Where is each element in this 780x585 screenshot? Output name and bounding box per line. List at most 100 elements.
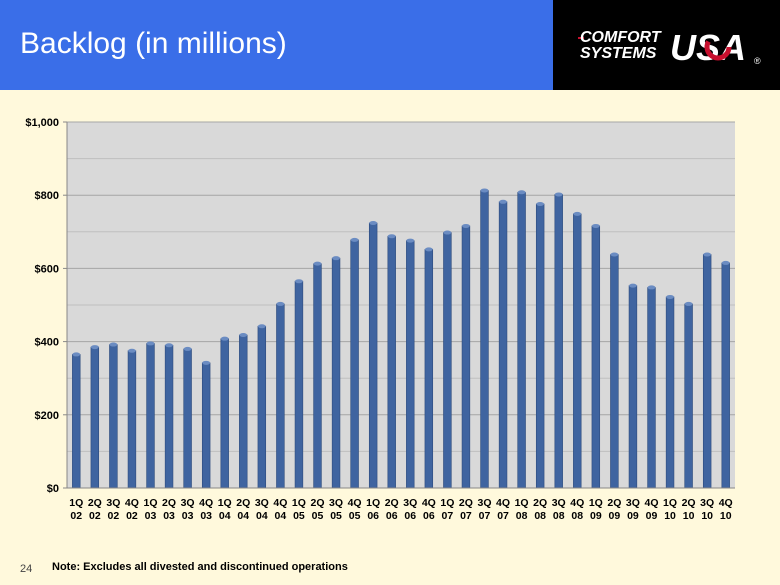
y-tick-label: $1,000 [25, 117, 59, 129]
bar-top [350, 237, 359, 242]
bar [591, 225, 601, 489]
x-tick-label-year: 03 [200, 510, 212, 522]
x-tick-label-quarter: 4Q [199, 497, 213, 509]
bar [647, 287, 656, 489]
bar-top [295, 279, 303, 284]
x-tick-label-year: 02 [108, 510, 120, 522]
x-tick-label-year: 08 [534, 510, 546, 522]
x-tick-label-year: 05 [330, 510, 342, 522]
bar-top [72, 352, 81, 357]
x-tick-label-year: 04 [256, 510, 268, 522]
x-tick-label-year: 02 [70, 510, 82, 522]
bar [461, 225, 471, 489]
bar-top [721, 260, 730, 265]
x-tick-label-year: 06 [367, 510, 379, 522]
x-tick-label-year: 03 [145, 510, 157, 522]
bar [220, 338, 229, 489]
bar-top [128, 348, 136, 353]
bar [331, 257, 341, 489]
x-tick-label-quarter: 3Q [106, 497, 120, 509]
bar [610, 254, 619, 489]
bar [294, 280, 304, 489]
bar-top [629, 283, 637, 288]
x-tick-label-year: 04 [219, 510, 231, 522]
bar [387, 235, 396, 489]
header-bar: Backlog (in millions) COMFORT SYSTEMS US… [0, 0, 780, 90]
logo-registered-mark: ® [754, 56, 761, 66]
x-tick-label-year: 04 [275, 510, 287, 522]
bar [480, 190, 489, 489]
y-tick-label: $200 [35, 410, 59, 422]
x-tick-label-quarter: 4Q [348, 497, 362, 509]
x-tick-label-year: 05 [312, 510, 324, 522]
chart-container: $0 $200 $400 $600 $800 $1,000 1Q 02 2Q 02 3Q 02 4Q 0… [0, 100, 780, 545]
x-tick-label-quarter: 1Q [515, 497, 529, 509]
bar [573, 213, 582, 489]
logo-line2: SYSTEMS [580, 45, 657, 62]
bar-top [480, 188, 489, 193]
bar [313, 263, 322, 489]
x-tick-label-quarter: 2Q [533, 497, 547, 509]
bar [702, 254, 712, 489]
bar [443, 232, 452, 489]
bar-top [703, 252, 712, 257]
bar-top [276, 301, 285, 306]
x-tick-label-year: 08 [516, 510, 528, 522]
x-tick-label-year: 07 [497, 510, 509, 522]
company-logo: COMFORT SYSTEMS USA ® [578, 27, 761, 68]
x-tick-label-quarter: 1Q [440, 497, 454, 509]
x-axis: 1Q022Q023Q024Q021Q032Q033Q034Q031Q042Q04… [67, 487, 735, 522]
bar-top [517, 190, 526, 195]
bar-top [647, 285, 656, 290]
bar-top [313, 261, 322, 266]
bar [109, 344, 118, 489]
bar [350, 239, 359, 489]
bar-top [573, 211, 582, 216]
bar [424, 249, 434, 489]
y-axis: $0 $200 $400 $600 $800 $1,000 [25, 117, 68, 495]
bar-top [146, 341, 155, 346]
bar-top [666, 294, 674, 299]
x-tick-label-year: 06 [423, 510, 435, 522]
footnote: Note: Excludes all divested and disconti… [52, 561, 348, 573]
logo-swirl [704, 33, 732, 61]
x-tick-label-quarter: 4Q [570, 497, 584, 509]
x-tick-label-quarter: 4Q [422, 497, 436, 509]
x-tick-label-year: 07 [479, 510, 491, 522]
x-tick-label-quarter: 1Q [366, 497, 380, 509]
x-tick-label-year: 08 [553, 510, 565, 522]
bar [406, 240, 415, 489]
x-tick-label-year: 03 [182, 510, 194, 522]
gridlines [67, 121, 735, 489]
x-tick-label-year: 02 [89, 510, 101, 522]
x-tick-label-quarter: 2Q [236, 497, 250, 509]
x-tick-label-quarter: 4Q [273, 497, 287, 509]
x-tick-label-year: 03 [163, 510, 175, 522]
bar [72, 354, 81, 489]
x-tick-label-quarter: 1Q [292, 497, 306, 509]
x-tick-label-quarter: 3Q [255, 497, 269, 509]
x-tick-label-quarter: 1Q [589, 497, 603, 509]
x-tick-label-quarter: 3Q [700, 497, 714, 509]
x-tick-label-quarter: 4Q [125, 497, 139, 509]
bar [498, 201, 508, 489]
bar [257, 325, 267, 489]
x-tick-label-year: 10 [701, 510, 713, 522]
x-tick-label-quarter: 1Q [663, 497, 677, 509]
x-tick-label-year: 09 [609, 510, 621, 522]
y-tick-label: $0 [47, 483, 59, 495]
bar-top [424, 247, 433, 252]
x-tick-label-quarter: 3Q [329, 497, 343, 509]
x-tick-label-quarter: 3Q [403, 497, 417, 509]
bar [164, 344, 174, 489]
x-tick-label-year: 09 [627, 510, 639, 522]
x-tick-label-year: 09 [590, 510, 602, 522]
slide-title: Backlog (in millions) [20, 27, 287, 60]
bar [127, 350, 137, 489]
bar-top [369, 221, 378, 226]
bar [517, 191, 526, 489]
bar [628, 285, 638, 489]
x-tick-label-year: 07 [460, 510, 472, 522]
bar [276, 303, 285, 489]
x-tick-label-year: 06 [404, 510, 416, 522]
